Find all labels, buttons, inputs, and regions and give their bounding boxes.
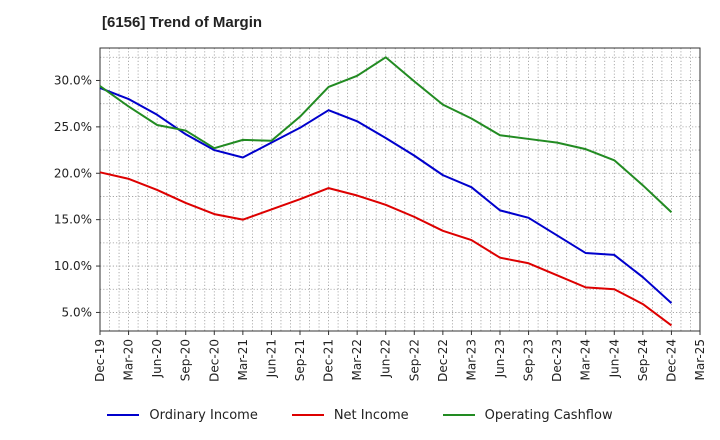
plot-frame bbox=[99, 47, 701, 332]
x-tick-label: Jun-20 bbox=[150, 339, 164, 378]
y-tick-label: 25.0% bbox=[54, 120, 92, 134]
x-tick-label: Jun-22 bbox=[379, 339, 393, 378]
x-tick-label: Dec-22 bbox=[436, 339, 450, 382]
x-tick-label: Mar-21 bbox=[236, 339, 250, 380]
y-tick-label: 5.0% bbox=[62, 305, 93, 319]
x-tick-labels: Dec-19 Mar-20 Jun-20 Sep-20 Dec-20 Mar-21 Jun-… bbox=[93, 339, 707, 382]
axes bbox=[96, 47, 701, 335]
x-tick-label: Jun-23 bbox=[493, 339, 507, 378]
operating-cashflow-line bbox=[99, 56, 673, 213]
ordinary-income-line bbox=[99, 86, 673, 304]
legend-swatch bbox=[107, 414, 140, 416]
series-lines bbox=[99, 56, 673, 327]
y-tick-label: 10.0% bbox=[54, 259, 92, 273]
net-income-line bbox=[99, 171, 673, 327]
x-tick-label: Sep-23 bbox=[522, 339, 536, 381]
x-tick-label: Mar-23 bbox=[464, 339, 478, 380]
x-tick-label: Dec-24 bbox=[664, 339, 678, 382]
legend: Ordinary Income Net Income Operating Cashf… bbox=[0, 404, 720, 426]
y-tick-label: 15.0% bbox=[54, 213, 92, 227]
chart-title: [6156] Trend of Margin bbox=[102, 14, 263, 31]
x-tick-label: Dec-21 bbox=[322, 339, 336, 382]
x-tick-label: Mar-20 bbox=[122, 339, 136, 380]
x-tick-label: Sep-21 bbox=[293, 339, 307, 381]
x-tick-label: Jun-24 bbox=[607, 339, 621, 378]
x-tick-label: Dec-19 bbox=[93, 339, 107, 382]
x-tick-label: Mar-25 bbox=[693, 339, 707, 380]
x-tick-label: Dec-23 bbox=[550, 339, 564, 382]
legend-swatch bbox=[291, 414, 324, 416]
x-tick-label: Mar-22 bbox=[350, 339, 364, 380]
x-tick-label: Sep-22 bbox=[407, 339, 421, 381]
x-tick-label: Jun-21 bbox=[264, 339, 278, 378]
legend-label: Net Income bbox=[333, 407, 409, 423]
y-tick-label: 30.0% bbox=[54, 73, 92, 87]
x-tick-label: Dec-20 bbox=[207, 339, 221, 382]
legend-label: Operating Cashflow bbox=[484, 407, 613, 423]
grid bbox=[100, 48, 700, 331]
x-tick-label: Mar-24 bbox=[579, 339, 593, 380]
y-tick-labels: 5.0% 10.0% 15.0% 20.0% 25.0% 30.0% bbox=[54, 73, 92, 319]
legend-item: Ordinary Income bbox=[107, 407, 258, 423]
y-tick-label: 20.0% bbox=[54, 166, 92, 180]
legend-label: Ordinary Income bbox=[149, 407, 258, 423]
legend-swatch bbox=[442, 414, 475, 416]
x-tick-label: Sep-20 bbox=[179, 339, 193, 381]
x-tick-label: Sep-24 bbox=[636, 339, 650, 381]
legend-item: Net Income bbox=[291, 407, 409, 423]
legend-item: Operating Cashflow bbox=[442, 407, 613, 423]
